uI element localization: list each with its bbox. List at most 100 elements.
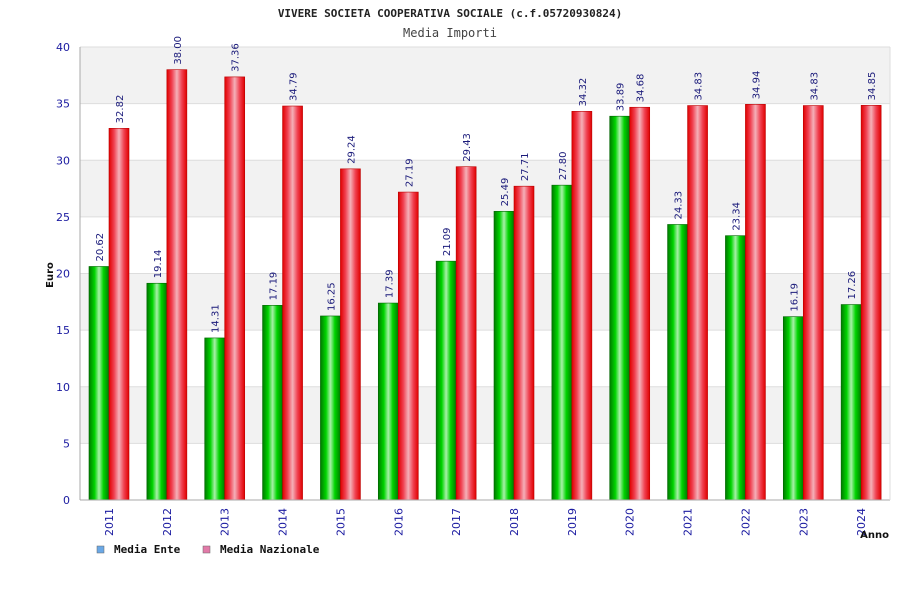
bar-media-ente xyxy=(204,337,226,501)
value-label: 29.43 xyxy=(462,133,473,162)
value-label: 16.19 xyxy=(789,283,800,312)
x-tick-label: 2024 xyxy=(855,508,868,536)
y-axis-label: Euro xyxy=(45,262,56,288)
y-tick-label: 5 xyxy=(63,437,70,450)
bar-media-nazionale xyxy=(166,69,188,501)
chart-title: VIVERE SOCIETA COOPERATIVA SOCIALE (c.f.… xyxy=(278,7,622,20)
bar-media-nazionale xyxy=(571,111,593,501)
value-label: 34.83 xyxy=(809,72,820,101)
bar-media-ente xyxy=(377,302,399,501)
bar-media-ente xyxy=(146,282,168,501)
bar-media-nazionale xyxy=(745,104,766,501)
x-axis: 2011 2012 2013 2014 2015 2016 2017 2018 2019 2020… xyxy=(80,47,891,536)
value-label: 17.39 xyxy=(384,269,395,298)
value-label: 38.00 xyxy=(173,36,184,65)
value-label: 33.89 xyxy=(616,83,627,112)
y-tick-label: 10 xyxy=(56,381,70,394)
value-label: 34.94 xyxy=(751,71,762,100)
bar-media-nazionale xyxy=(340,168,361,501)
value-label: 27.19 xyxy=(404,158,415,187)
value-label: 24.33 xyxy=(674,191,685,220)
plot-band xyxy=(80,160,890,217)
legend-label: Media Ente xyxy=(114,543,181,556)
x-tick-label: 2021 xyxy=(682,508,695,536)
plot-band xyxy=(80,273,890,331)
value-label: 21.09 xyxy=(442,228,453,257)
plot-band xyxy=(80,216,890,274)
y-tick-label: 15 xyxy=(56,324,70,337)
legend-swatch xyxy=(202,545,211,554)
legend-swatch xyxy=(96,545,105,554)
y-tick-label: 30 xyxy=(56,154,70,167)
value-label: 19.14 xyxy=(153,250,164,279)
value-label: 23.34 xyxy=(731,202,742,231)
bar-media-ente xyxy=(725,235,746,501)
plot-band xyxy=(80,386,890,444)
x-tick-label: 2014 xyxy=(277,508,290,536)
value-label: 27.80 xyxy=(558,152,569,181)
value-label: 14.31 xyxy=(211,304,222,333)
value-label: 34.85 xyxy=(867,72,878,101)
bar-media-nazionale xyxy=(108,128,130,501)
y-axis: 0 5 10 15 20 25 30 35 40 xyxy=(56,41,81,507)
plot-band xyxy=(80,330,890,387)
y-tick-label: 40 xyxy=(56,41,70,54)
bar-media-ente xyxy=(320,315,341,501)
bar-media-nazionale xyxy=(455,166,477,501)
plot-band xyxy=(80,103,890,161)
y-tick-label: 35 xyxy=(56,98,70,111)
bar-media-ente xyxy=(493,211,515,501)
bar-media-nazionale xyxy=(687,105,708,501)
y-tick-label: 20 xyxy=(56,268,70,281)
value-label: 20.62 xyxy=(95,233,106,262)
legend: Media Ente Media Nazionale xyxy=(96,543,320,556)
value-labels: 20.62 32.82 19.14 38.00 14.31 37.36 17.19 34.79… xyxy=(95,36,878,333)
value-label: 34.68 xyxy=(636,74,647,103)
value-label: 34.79 xyxy=(289,72,300,101)
chart-subtitle: Media Importi xyxy=(403,26,497,40)
value-label: 32.82 xyxy=(115,95,126,124)
bar-media-nazionale xyxy=(513,185,535,501)
bar-media-nazionale xyxy=(397,191,419,501)
bar-media-nazionale xyxy=(224,76,246,501)
bar-media-ente xyxy=(840,304,862,501)
x-tick-label: 2017 xyxy=(450,508,463,536)
bar-media-nazionale xyxy=(802,105,824,501)
bar-media-nazionale xyxy=(282,105,303,501)
y-tick-label: 25 xyxy=(56,211,70,224)
bar-media-ente xyxy=(551,184,573,501)
bar-media-nazionale xyxy=(629,106,651,501)
bar-media-ente xyxy=(609,115,631,501)
x-tick-label: 2013 xyxy=(219,508,232,536)
bar-media-ente xyxy=(667,224,688,501)
x-tick-label: 2019 xyxy=(566,508,579,536)
x-tick-label: 2011 xyxy=(103,508,116,536)
value-label: 27.71 xyxy=(520,153,531,182)
value-label: 29.24 xyxy=(346,135,357,164)
value-label: 16.25 xyxy=(326,282,337,311)
legend-label: Media Nazionale xyxy=(220,543,320,556)
x-tick-label: 2018 xyxy=(508,508,521,536)
value-label: 34.83 xyxy=(694,72,705,101)
bars xyxy=(88,69,882,501)
value-label: 25.49 xyxy=(500,178,511,207)
x-tick-label: 2015 xyxy=(334,508,347,536)
bar-media-ente xyxy=(435,260,457,501)
y-tick-label: 0 xyxy=(63,494,70,507)
value-label: 17.26 xyxy=(847,271,858,300)
bar-media-ente xyxy=(782,316,804,501)
bar-media-ente xyxy=(262,305,283,501)
bar-media-ente xyxy=(88,266,110,501)
value-label: 37.36 xyxy=(231,43,242,72)
x-tick-label: 2016 xyxy=(392,508,405,536)
x-tick-label: 2020 xyxy=(624,508,637,536)
x-tick-label: 2012 xyxy=(161,508,174,536)
plot-band xyxy=(80,47,890,104)
value-label: 17.19 xyxy=(269,272,280,301)
bar-media-nazionale xyxy=(860,105,882,501)
x-tick-label: 2022 xyxy=(739,508,752,536)
plot-band xyxy=(80,443,890,500)
x-axis-label: Anno xyxy=(860,530,889,541)
value-label: 34.32 xyxy=(578,78,589,107)
